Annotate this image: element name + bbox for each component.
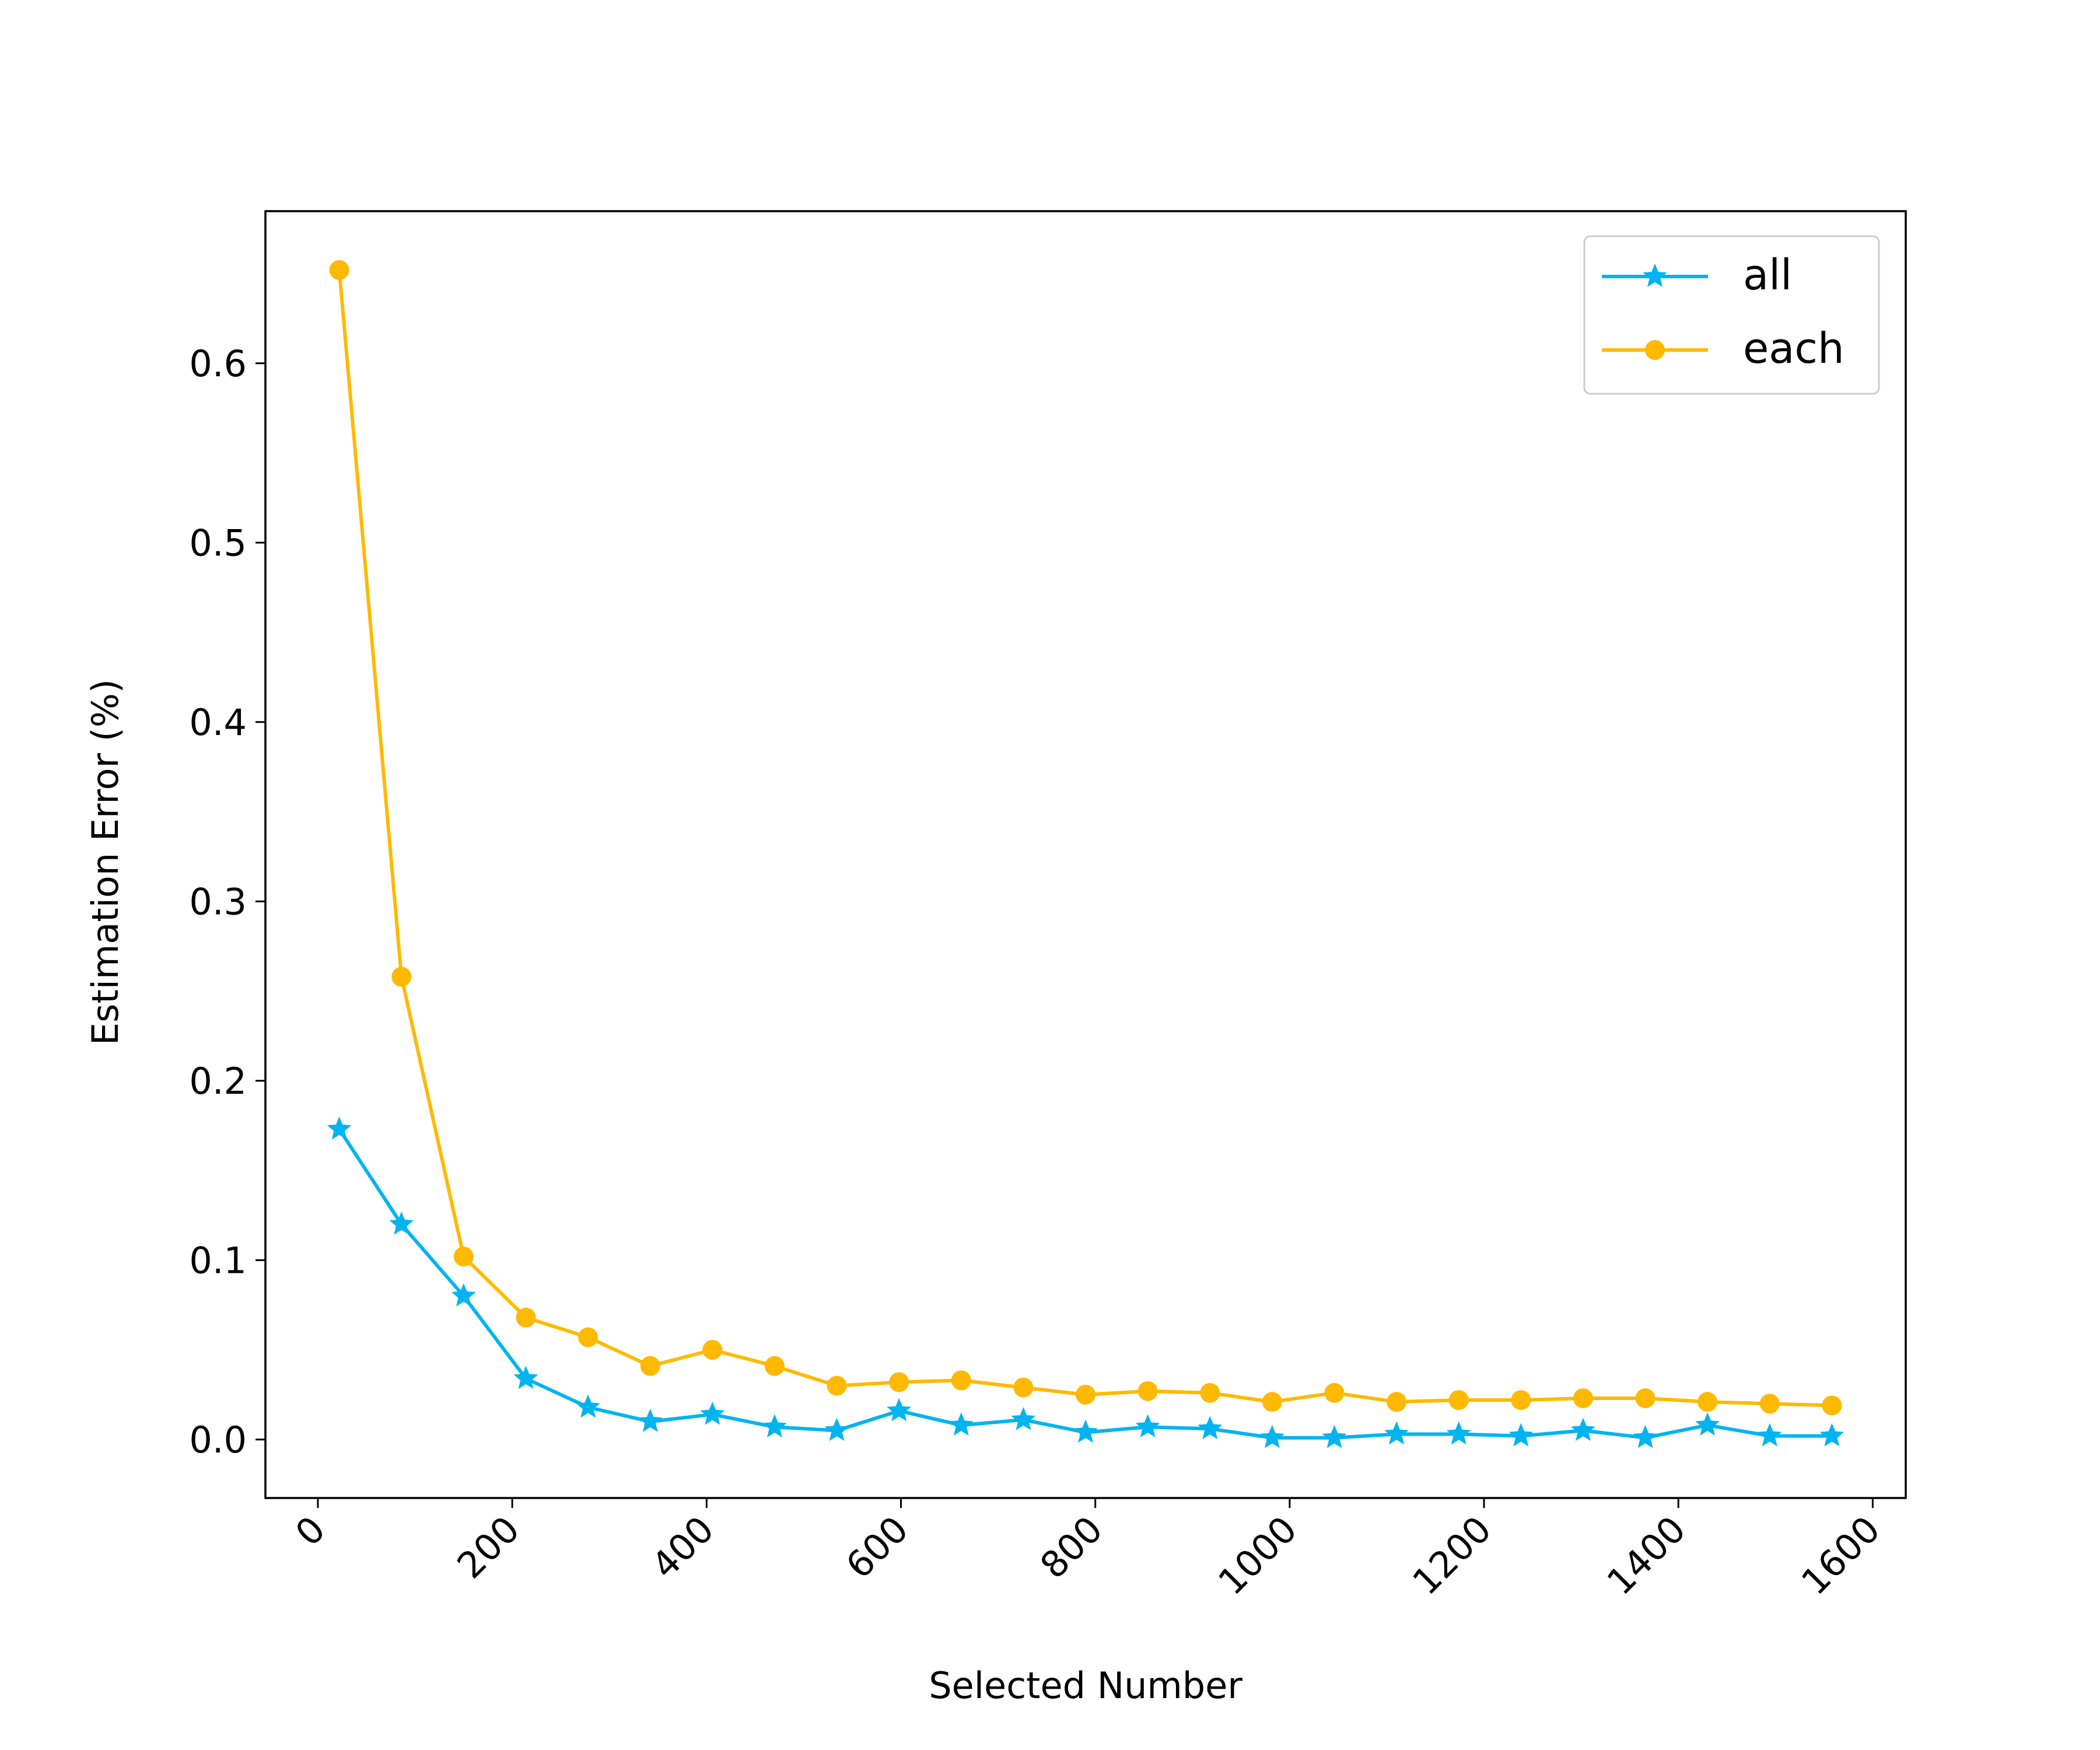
data-point-each bbox=[516, 1307, 536, 1328]
data-point-all bbox=[327, 1116, 352, 1140]
data-point-each bbox=[1822, 1395, 1842, 1416]
data-point-each bbox=[1076, 1384, 1096, 1405]
data-point-all bbox=[1135, 1414, 1160, 1438]
data-point-each bbox=[1013, 1377, 1034, 1398]
data-point-all bbox=[638, 1409, 663, 1432]
y-tick-label: 0.3 bbox=[189, 880, 247, 923]
y-tick-label: 0.1 bbox=[189, 1239, 247, 1282]
data-point-each bbox=[702, 1340, 723, 1360]
data-point-all bbox=[887, 1398, 912, 1422]
data-point-all bbox=[513, 1366, 538, 1390]
data-point-all bbox=[1384, 1421, 1409, 1445]
data-point-each bbox=[827, 1376, 847, 1396]
y-tick-label: 0.2 bbox=[189, 1060, 247, 1102]
legend-entry-all: all bbox=[1602, 250, 1792, 299]
data-point-all bbox=[451, 1283, 476, 1307]
plot-layer bbox=[327, 260, 1845, 1448]
data-point-all bbox=[1819, 1423, 1845, 1447]
data-point-each bbox=[764, 1356, 785, 1376]
legend: all each bbox=[1583, 235, 1880, 395]
data-point-all bbox=[762, 1414, 787, 1438]
data-point-each bbox=[889, 1372, 909, 1392]
data-point-all bbox=[1259, 1424, 1284, 1448]
data-point-all bbox=[389, 1211, 414, 1235]
data-point-each bbox=[1262, 1392, 1282, 1412]
data-point-each bbox=[1387, 1392, 1407, 1412]
data-point-each bbox=[1635, 1388, 1656, 1409]
data-point-each bbox=[640, 1356, 660, 1376]
y-tick-label: 0.6 bbox=[189, 342, 247, 385]
legend-marker-each bbox=[1645, 340, 1665, 360]
data-point-all bbox=[1073, 1419, 1098, 1443]
legend-label-each: each bbox=[1743, 324, 1845, 373]
series-each bbox=[329, 260, 1842, 1416]
data-point-each bbox=[329, 260, 349, 280]
data-point-all bbox=[1322, 1424, 1347, 1448]
data-point-each bbox=[391, 967, 412, 987]
data-point-all bbox=[949, 1412, 974, 1436]
data-point-each bbox=[1138, 1381, 1158, 1401]
data-point-each bbox=[1698, 1392, 1718, 1412]
data-point-each bbox=[1573, 1388, 1593, 1409]
data-point-all bbox=[1508, 1423, 1534, 1447]
data-point-all bbox=[1446, 1421, 1471, 1445]
data-point-each bbox=[1448, 1390, 1469, 1410]
data-point-all bbox=[700, 1401, 725, 1425]
data-point-each bbox=[951, 1370, 971, 1391]
y-tick-label: 0.4 bbox=[189, 701, 247, 744]
data-point-all bbox=[1571, 1418, 1595, 1441]
data-point-each bbox=[1511, 1390, 1531, 1410]
data-point-each bbox=[453, 1247, 474, 1267]
series-all bbox=[327, 1116, 1845, 1448]
y-tick-label: 0.5 bbox=[189, 522, 247, 564]
legend-label-all: all bbox=[1743, 250, 1792, 299]
data-point-all bbox=[1695, 1412, 1720, 1436]
x-axis-label: Selected Number bbox=[929, 1664, 1242, 1707]
data-point-all bbox=[824, 1418, 849, 1441]
plot-frame bbox=[264, 210, 1907, 1499]
data-point-each bbox=[1200, 1382, 1220, 1403]
data-point-all bbox=[1757, 1423, 1782, 1447]
legend-marker-all bbox=[1643, 264, 1667, 287]
data-point-each bbox=[1759, 1394, 1780, 1414]
data-point-all bbox=[576, 1394, 600, 1418]
y-axis-label: Estimation Error (%) bbox=[84, 679, 127, 1045]
data-point-each bbox=[578, 1327, 598, 1348]
data-point-each bbox=[1324, 1382, 1345, 1403]
y-tick-label: 0.0 bbox=[189, 1419, 247, 1461]
data-point-all bbox=[1011, 1406, 1036, 1430]
data-point-all bbox=[1633, 1424, 1658, 1448]
legend-entry-each: each bbox=[1602, 324, 1845, 373]
data-point-all bbox=[1198, 1416, 1223, 1440]
